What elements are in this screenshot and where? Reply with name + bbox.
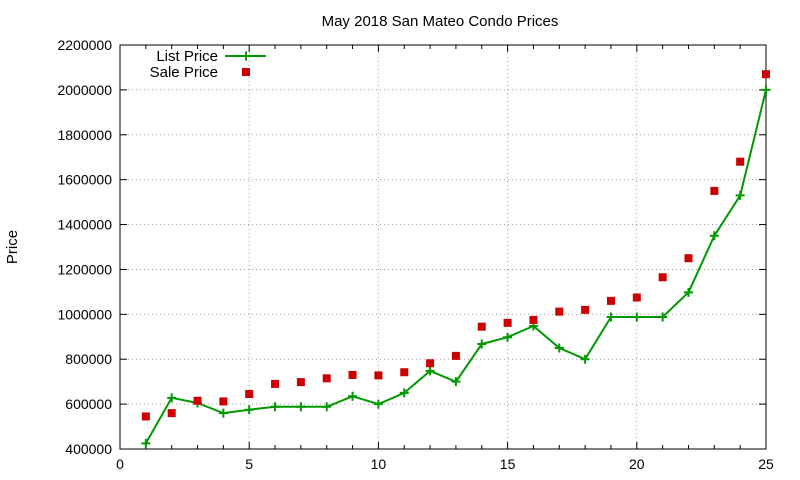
list-price-point [709, 231, 719, 241]
sale-price-point [271, 379, 280, 388]
sale-price-point [167, 409, 176, 418]
list-price-point [425, 366, 435, 376]
x-tick-label: 10 [371, 456, 387, 472]
x-tick-label: 20 [629, 456, 645, 472]
list-price-point [322, 402, 332, 412]
list-price-point [580, 354, 590, 364]
ticks: 0 5 10 15 20 25 400000 600000 800000 1000000 12000… [57, 37, 774, 472]
legend-label-list-price: List Price [156, 48, 218, 65]
y-tick-label: 1400000 [57, 217, 112, 233]
y-tick-label: 600000 [65, 396, 112, 412]
sale-price-point [296, 378, 305, 387]
series [141, 70, 771, 448]
x-tick-label: 5 [245, 456, 253, 472]
legend: List Price Sale Price [150, 48, 266, 81]
list-price-point [296, 402, 306, 412]
sale-price-point [400, 368, 409, 377]
sale-price-point [684, 254, 693, 263]
list-price-point [373, 399, 383, 409]
y-tick-label: 1800000 [57, 127, 112, 143]
sale-price-point [606, 296, 615, 305]
list-price-point [554, 343, 564, 353]
list-price-point [244, 405, 254, 415]
list-price-point [399, 388, 409, 398]
list-price-point [503, 332, 513, 342]
list-price-point [167, 393, 177, 403]
sale-price-point [374, 371, 383, 380]
sale-price-point [451, 351, 460, 360]
sale-price-point [736, 157, 745, 166]
x-tick-label: 15 [500, 456, 516, 472]
list-price-point [632, 312, 642, 322]
y-tick-label: 1000000 [57, 306, 112, 322]
legend-label-sale-price: Sale Price [150, 64, 218, 81]
list-price-point [658, 312, 668, 322]
legend-marker-list-price [241, 51, 251, 61]
sale-price-point [710, 186, 719, 195]
list-price-point [451, 377, 461, 387]
sale-price-point [529, 315, 538, 324]
list-price-line [144, 89, 767, 444]
list-price-point [477, 339, 487, 349]
legend-marker-sale-price [242, 68, 250, 76]
list-price-point [218, 408, 228, 418]
y-tick-label: 1600000 [57, 172, 112, 188]
y-tick-label: 2000000 [57, 82, 112, 98]
list-price-point [683, 287, 693, 297]
sale-price-point [348, 370, 357, 379]
sale-price-point [762, 70, 770, 79]
x-tick-label: 25 [758, 456, 774, 472]
list-price-point [348, 391, 358, 401]
sale-price-point [245, 390, 254, 399]
y-axis-label: Price [4, 230, 21, 264]
sale-price-point [658, 273, 667, 282]
list-price-point [735, 190, 745, 200]
list-price-point [270, 402, 280, 412]
plot-frame [119, 44, 767, 450]
list-price-point [761, 85, 771, 95]
x-tick-label: 0 [116, 456, 124, 472]
sale-price-point [581, 305, 590, 314]
y-tick-label: 2200000 [57, 37, 112, 53]
sale-price-point [219, 397, 228, 406]
sale-price-point [503, 318, 512, 327]
y-tick-label: 400000 [65, 441, 112, 457]
sale-price-point [193, 396, 202, 405]
sale-price-point [632, 293, 641, 302]
sale-price-point [555, 307, 564, 316]
y-tick-label: 800000 [65, 351, 112, 367]
sale-price-point [141, 412, 150, 421]
sale-price-point [322, 374, 331, 383]
y-tick-label: 1200000 [57, 261, 112, 277]
sale-price-point [426, 359, 435, 368]
sale-price-point [477, 322, 486, 331]
list-price-point [606, 312, 616, 322]
chart-title: May 2018 San Mateo Condo Prices [322, 13, 559, 30]
list-price-point [141, 438, 151, 448]
grid [120, 45, 766, 449]
